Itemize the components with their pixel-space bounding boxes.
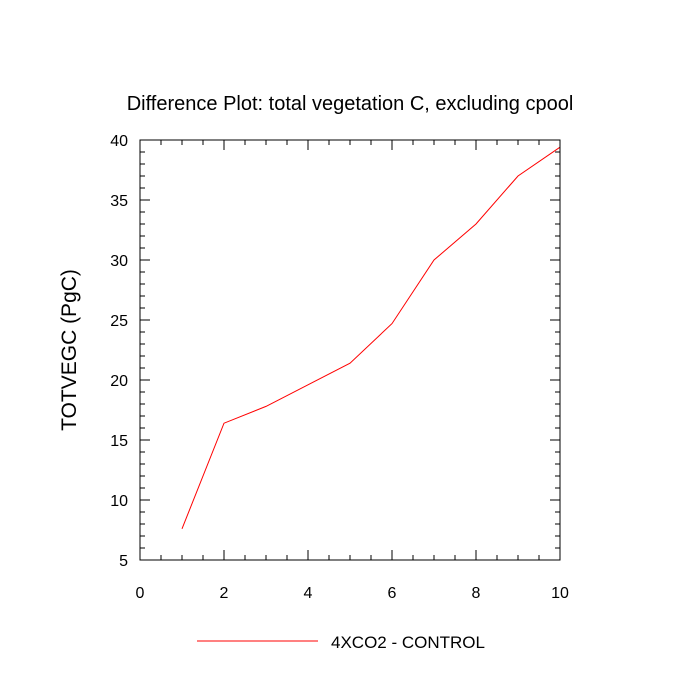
series-line-4xco2-control: [181, 146, 561, 529]
y-tick-label: 35: [110, 193, 128, 210]
x-tick-labels: 0 2 4 6 8 10: [136, 585, 569, 602]
chart-title: Difference Plot: total vegetation C, exc…: [127, 93, 574, 115]
y-axis-label: TOTVEGC (PgC): [58, 269, 81, 431]
series-layer: [181, 146, 561, 529]
y-tick-label: 5: [119, 553, 128, 570]
x-tick-label: 2: [220, 585, 229, 602]
minor-ticks: [140, 140, 560, 560]
x-tick-label: 6: [388, 585, 397, 602]
legend: 4XCO2 - CONTROL: [197, 633, 485, 652]
x-tick-label: 0: [136, 585, 145, 602]
y-tick-label: 30: [110, 253, 128, 270]
y-tick-label: 25: [110, 313, 128, 330]
y-tick-label: 40: [110, 133, 128, 150]
x-tick-label: 10: [551, 585, 569, 602]
y-tick-label: 20: [110, 373, 128, 390]
y-tick-label: 15: [110, 433, 128, 450]
y-tick-labels: 5 10 15 20 25 30 35 40: [110, 133, 128, 570]
major-ticks: [139, 139, 561, 561]
plot-frame: [139, 139, 561, 561]
x-tick-label: 8: [472, 585, 481, 602]
y-tick-label: 10: [110, 493, 128, 510]
x-tick-label: 4: [304, 585, 313, 602]
legend-label-4xco2-control: 4XCO2 - CONTROL: [331, 633, 485, 652]
